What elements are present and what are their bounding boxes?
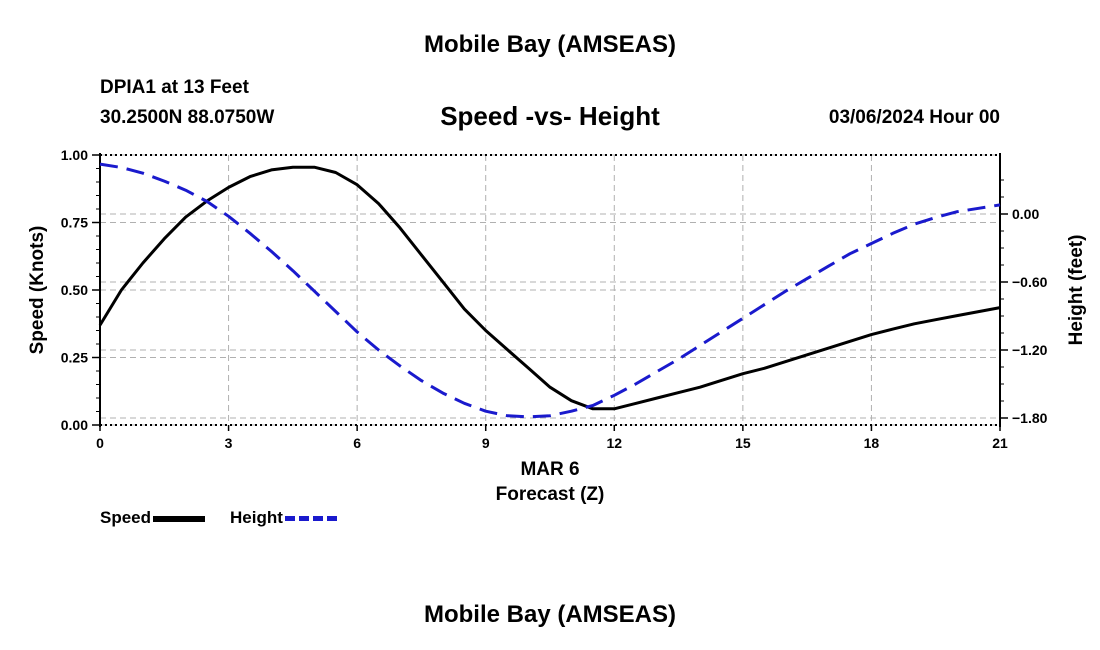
x-tick-label: 6 bbox=[353, 435, 361, 451]
y-left-tick-label: 0.50 bbox=[61, 282, 88, 298]
y-axis-left-label: Speed (Knots) bbox=[27, 226, 48, 355]
x-tick-label: 12 bbox=[606, 435, 622, 451]
axes: 0 3 6 9 12 15 18 21 0.00 0.25 0.50 0.75 1.00 0.00 −0.6… bbox=[61, 147, 1048, 451]
legend-speed-swatch bbox=[153, 515, 206, 522]
y-left-tick-label: 1.00 bbox=[61, 147, 88, 163]
y-left-tick-label: 0.25 bbox=[61, 350, 88, 366]
x-tick-label: 15 bbox=[735, 435, 751, 451]
x-axis-label: Forecast (Z) bbox=[496, 484, 605, 505]
x-tick-label: 0 bbox=[96, 435, 104, 451]
y-right-tick-label: −1.20 bbox=[1012, 342, 1048, 358]
y-axis-right-label: Height (feet) bbox=[1066, 235, 1087, 346]
chart-subtitle: Speed -vs- Height bbox=[440, 101, 660, 131]
legend-height: Height bbox=[230, 508, 337, 528]
y-left-tick-label: 0.00 bbox=[61, 417, 88, 433]
y-right-tick-label: 0.00 bbox=[1012, 206, 1039, 222]
station-label: DPIA1 at 13 Feet bbox=[100, 77, 249, 98]
y-right-tick-label: −0.60 bbox=[1012, 274, 1048, 290]
chart-main-title: Mobile Bay (AMSEAS) bbox=[423, 31, 677, 58]
coordinates-label: 30.2500N 88.0750W bbox=[100, 107, 275, 128]
series-speed-line bbox=[98, 165, 1001, 411]
forecast-datetime: 03/06/2024 Hour 00 bbox=[828, 107, 1000, 128]
series-lines bbox=[98, 162, 1001, 419]
legend-height-swatch bbox=[284, 516, 337, 522]
y-left-tick-label: 0.75 bbox=[61, 215, 88, 231]
x-tick-label: 3 bbox=[225, 435, 233, 451]
footer-title: Mobile Bay (AMSEAS) bbox=[423, 601, 677, 628]
x-tick-label: 21 bbox=[992, 435, 1008, 451]
x-tick-label: 18 bbox=[864, 435, 880, 451]
y-right-tick-label: −1.80 bbox=[1012, 410, 1048, 426]
legend-speed-label: Speed bbox=[100, 508, 152, 527]
x-tick-label: 9 bbox=[482, 435, 490, 451]
gridlines bbox=[100, 154, 1000, 426]
series-height-line bbox=[99, 162, 1001, 419]
x-axis-date-label: MAR 6 bbox=[520, 459, 579, 480]
legend-height-label: Height bbox=[230, 508, 283, 527]
legend-speed: Speed bbox=[100, 508, 206, 528]
